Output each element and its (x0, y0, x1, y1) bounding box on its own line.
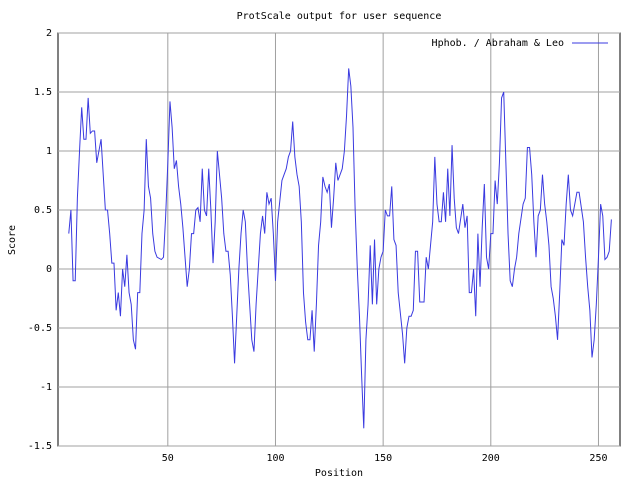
chart-title: ProtScale output for user sequence (237, 11, 442, 22)
plot-frame (57, 32, 621, 447)
x-tick-label: 250 (589, 453, 607, 464)
y-tick-label: -1.5 (28, 441, 52, 452)
x-tick-label: 200 (482, 453, 500, 464)
y-tick-label: -1 (40, 382, 52, 393)
x-tick-label: 100 (266, 453, 284, 464)
y-tick-label: 1 (46, 146, 52, 157)
legend-label: Hphob. / Abraham & Leo (432, 38, 564, 49)
x-tick-label: 50 (162, 453, 174, 464)
y-tick-label: 0 (46, 264, 52, 275)
y-tick-label: 2 (46, 28, 52, 39)
y-tick-label: -0.5 (28, 323, 52, 334)
y-axis-label: Score (7, 225, 18, 255)
x-axis-label: Position (315, 468, 363, 479)
y-tick-label: 1.5 (34, 87, 52, 98)
data-line (68, 68, 612, 429)
y-tick-label: 0.5 (34, 205, 52, 216)
x-tick-label: 150 (374, 453, 392, 464)
